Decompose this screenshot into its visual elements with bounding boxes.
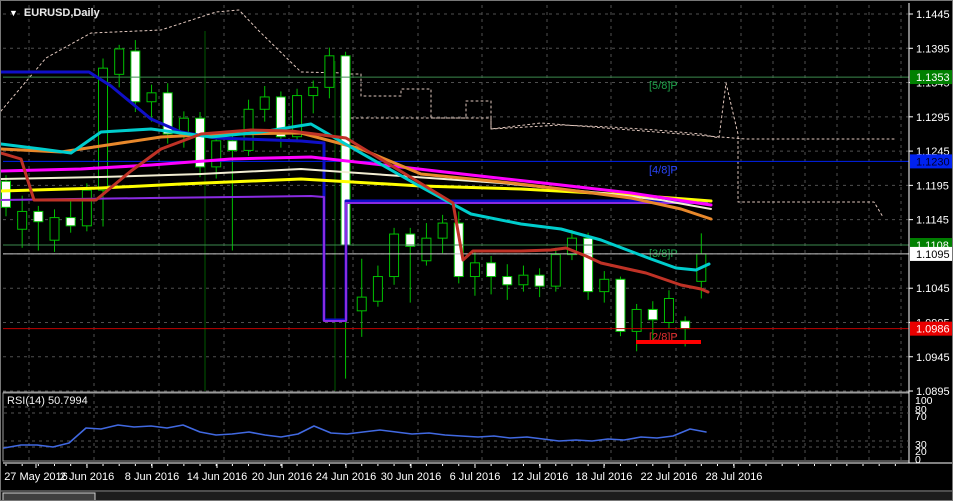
price-badge xyxy=(910,70,952,85)
price-badge xyxy=(910,321,952,336)
candle-body xyxy=(486,262,497,278)
date-label: 22 Jul 2016 xyxy=(641,471,698,483)
magenta-ma xyxy=(1,155,713,207)
candle-body xyxy=(81,189,92,227)
price-tick-label: 1.0895 xyxy=(916,386,950,398)
candle-body xyxy=(421,237,432,262)
candle-body xyxy=(292,95,303,138)
candle-body xyxy=(453,222,464,278)
murrey-label: [4/8]P xyxy=(649,164,678,176)
candle-body xyxy=(469,262,480,278)
candle-body xyxy=(583,237,594,293)
price-tick-label: 1.1145 xyxy=(916,215,949,227)
candle-body xyxy=(33,210,44,223)
candle-body xyxy=(1,180,11,208)
candle-body xyxy=(227,140,238,151)
candle-body xyxy=(98,67,109,191)
price-tick-label: 1.1295 xyxy=(916,112,950,124)
candle-body xyxy=(114,48,125,75)
candle-body xyxy=(680,320,691,330)
candle-body xyxy=(631,308,642,332)
candle-body xyxy=(566,237,577,256)
candle-body xyxy=(437,222,448,239)
cyan-ma xyxy=(1,122,711,272)
date-label: 30 Jun 2016 xyxy=(381,471,442,483)
date-label: 2 Jun 2016 xyxy=(60,471,114,483)
candle-body xyxy=(502,276,513,286)
candle-body xyxy=(615,278,626,332)
candle-body xyxy=(356,296,367,312)
candle-body xyxy=(130,50,141,103)
chart-dropdown-icon: ▼ xyxy=(9,8,18,18)
candle-body xyxy=(211,140,222,168)
symbol-period-label[interactable]: ▼ EURUSD,Daily xyxy=(9,7,100,19)
candle-body xyxy=(162,92,173,135)
price-tick-label: 1.1195 xyxy=(916,180,949,192)
rsi-scale-label: 80 xyxy=(915,404,927,416)
symbol-text: EURUSD,Daily xyxy=(23,7,100,19)
price-badge-label: 1.1353 xyxy=(916,72,950,84)
candle-body xyxy=(534,274,545,287)
rsi-scale-label: 30 xyxy=(915,439,927,451)
price-badge-label: 1.1230 xyxy=(916,156,950,168)
date-label: 12 Jul 2016 xyxy=(512,471,569,483)
candle-body xyxy=(324,55,335,88)
date-label: 14 Jun 2016 xyxy=(187,471,248,483)
price-badge xyxy=(910,154,952,169)
date-label: 18 Jul 2016 xyxy=(576,471,633,483)
kumo-span-b xyxy=(345,73,897,140)
indicator-lines xyxy=(1,70,713,322)
price-badge xyxy=(910,246,952,261)
stepped-violet-line xyxy=(1,195,708,322)
candle-body xyxy=(275,96,286,138)
candle-body xyxy=(518,274,529,286)
date-label: 28 Jul 2016 xyxy=(706,471,763,483)
date-label: 20 Jun 2016 xyxy=(252,471,313,483)
candle-body xyxy=(647,308,658,321)
rsi-indicator-label: RSI(14) 50.7994 xyxy=(7,395,88,407)
candle-body xyxy=(65,217,76,227)
date-label: 6 Jul 2016 xyxy=(450,471,501,483)
murrey-levels: [5/8]P[4/8]P[3/8]P[2/8]P xyxy=(3,76,909,344)
scrollbar-thumb[interactable] xyxy=(2,492,96,501)
price-badge-label: 1.1095 xyxy=(916,249,950,261)
rsi-line xyxy=(3,424,707,449)
orange-ma xyxy=(1,131,713,221)
price-tick-label: 1.1395 xyxy=(916,43,950,55)
price-tick-label: 1.0945 xyxy=(916,352,950,364)
rsi-scale-label: 0 xyxy=(915,454,921,466)
dotted-cloud-lines xyxy=(1,9,897,218)
candle-body xyxy=(550,254,561,287)
candle-body xyxy=(49,217,60,241)
candle-body xyxy=(17,210,28,230)
rsi-scale-label: 70 xyxy=(915,411,927,423)
rsi-scale-label: 100 xyxy=(915,395,933,407)
red-ma xyxy=(1,128,710,294)
candle-body xyxy=(146,92,157,103)
date-label: 24 Jun 2016 xyxy=(316,471,377,483)
candle-body xyxy=(372,276,383,302)
candle-body xyxy=(259,96,270,110)
candle-body xyxy=(195,117,206,168)
rsi-scale-label: 20 xyxy=(915,446,927,458)
candle-body xyxy=(599,278,610,293)
candle-body xyxy=(308,86,319,97)
price-axis: 1.14451.13951.13451.12951.12451.11951.11… xyxy=(909,9,952,398)
candle-body xyxy=(405,233,416,247)
date-label: 8 Jun 2016 xyxy=(125,471,179,483)
scrollbar-track[interactable] xyxy=(1,492,953,501)
date-label: 27 May 2016 xyxy=(4,471,68,483)
candle-body xyxy=(663,297,674,323)
grid-lines xyxy=(3,5,909,461)
price-badge-label: 1.0986 xyxy=(916,324,950,336)
candle-body xyxy=(389,233,400,278)
candlestick-series xyxy=(1,40,707,379)
murrey-label: [5/8]P xyxy=(649,80,678,92)
price-tick-label: 1.1045 xyxy=(916,283,950,295)
price-tick-label: 1.1445 xyxy=(916,9,950,21)
